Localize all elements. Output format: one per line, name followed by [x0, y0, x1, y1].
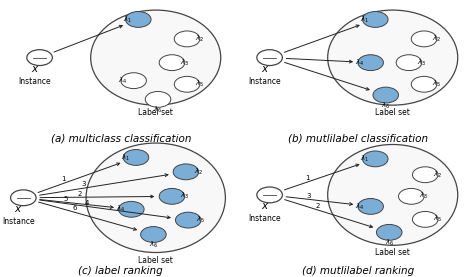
- Ellipse shape: [328, 145, 458, 245]
- Text: $x$: $x$: [261, 201, 269, 211]
- Text: $\lambda_{5}$: $\lambda_{5}$: [195, 79, 204, 89]
- Text: 1: 1: [61, 176, 65, 182]
- Text: $\lambda_{1}$: $\lambda_{1}$: [360, 154, 369, 164]
- Ellipse shape: [91, 10, 221, 105]
- Text: $\lambda_{5}$: $\lambda_{5}$: [196, 215, 206, 225]
- Circle shape: [174, 76, 200, 92]
- Circle shape: [411, 31, 437, 47]
- Text: Instance: Instance: [249, 214, 281, 223]
- Circle shape: [123, 150, 149, 165]
- Ellipse shape: [86, 143, 226, 253]
- Circle shape: [126, 12, 151, 27]
- Circle shape: [399, 188, 424, 204]
- Circle shape: [173, 164, 199, 180]
- Text: Label set: Label set: [138, 108, 173, 117]
- Text: $\lambda_{2}$: $\lambda_{2}$: [432, 34, 441, 44]
- Text: $\lambda_{5}$: $\lambda_{5}$: [432, 79, 441, 89]
- Text: Instance: Instance: [18, 76, 51, 86]
- Text: $\lambda_{3}$: $\lambda_{3}$: [417, 58, 426, 68]
- Circle shape: [159, 188, 185, 204]
- Text: $\lambda_{6}$: $\lambda_{6}$: [154, 105, 163, 115]
- Text: $\lambda_{1}$: $\lambda_{1}$: [121, 152, 130, 163]
- Text: Instance: Instance: [249, 76, 281, 86]
- Text: $\lambda_{1}$: $\lambda_{1}$: [123, 14, 132, 25]
- Text: $\lambda_{5}$: $\lambda_{5}$: [433, 214, 443, 224]
- Text: $\lambda_{2}$: $\lambda_{2}$: [195, 34, 204, 44]
- Circle shape: [412, 211, 438, 227]
- Text: $\lambda_{6}$: $\lambda_{6}$: [149, 240, 158, 250]
- Text: $\lambda_{6}$: $\lambda_{6}$: [381, 101, 391, 111]
- Circle shape: [145, 91, 171, 107]
- Text: 3: 3: [82, 181, 86, 188]
- Text: $\lambda_{4}$: $\lambda_{4}$: [355, 58, 364, 68]
- Circle shape: [257, 187, 283, 203]
- Circle shape: [363, 12, 388, 27]
- Text: (b) mutlilabel classification: (b) mutlilabel classification: [288, 133, 428, 143]
- Text: 4: 4: [85, 200, 90, 206]
- Circle shape: [412, 167, 438, 183]
- Circle shape: [373, 87, 399, 103]
- Text: Label set: Label set: [375, 248, 410, 257]
- Text: Label set: Label set: [138, 256, 173, 265]
- Text: $\lambda_{6}$: $\lambda_{6}$: [384, 238, 394, 248]
- Circle shape: [121, 73, 146, 89]
- Text: $x$: $x$: [14, 204, 23, 214]
- Circle shape: [396, 55, 422, 71]
- Text: $\lambda_{3}$: $\lambda_{3}$: [180, 191, 189, 201]
- Text: $\lambda_{2}$: $\lambda_{2}$: [433, 170, 443, 180]
- Text: $x$: $x$: [261, 64, 269, 74]
- Text: $\lambda_{1}$: $\lambda_{1}$: [360, 14, 369, 25]
- Circle shape: [376, 224, 402, 240]
- Circle shape: [411, 76, 437, 92]
- Text: Instance: Instance: [2, 217, 35, 226]
- Text: (a) multiclass classification: (a) multiclass classification: [51, 133, 191, 143]
- Text: $x$: $x$: [31, 64, 39, 74]
- Circle shape: [175, 212, 201, 228]
- Text: $\lambda_{3}$: $\lambda_{3}$: [180, 58, 189, 68]
- Circle shape: [159, 55, 185, 71]
- Text: $\lambda_{4}$: $\lambda_{4}$: [116, 204, 125, 214]
- Circle shape: [358, 55, 383, 71]
- Text: (c) label ranking: (c) label ranking: [79, 266, 163, 276]
- Text: (d) mutlilabel ranking: (d) mutlilabel ranking: [302, 266, 414, 276]
- Text: 6: 6: [73, 206, 77, 211]
- Text: 2: 2: [78, 191, 82, 197]
- Text: 1: 1: [305, 175, 309, 181]
- Circle shape: [27, 50, 52, 66]
- Text: 5: 5: [63, 196, 67, 202]
- Circle shape: [358, 199, 383, 214]
- Text: 3: 3: [307, 193, 311, 199]
- Circle shape: [141, 227, 166, 242]
- Text: 2: 2: [316, 203, 320, 209]
- Text: $\lambda_{4}$: $\lambda_{4}$: [355, 201, 364, 212]
- Text: Label set: Label set: [375, 108, 410, 117]
- Circle shape: [174, 31, 200, 47]
- Text: $\lambda_{4}$: $\lambda_{4}$: [118, 76, 127, 86]
- Text: $\lambda_{3}$: $\lambda_{3}$: [419, 191, 428, 201]
- Text: $\lambda_{2}$: $\lambda_{2}$: [194, 167, 203, 177]
- Circle shape: [363, 151, 388, 167]
- Circle shape: [118, 201, 144, 217]
- Ellipse shape: [328, 10, 458, 105]
- Circle shape: [257, 50, 283, 66]
- Circle shape: [10, 190, 36, 206]
